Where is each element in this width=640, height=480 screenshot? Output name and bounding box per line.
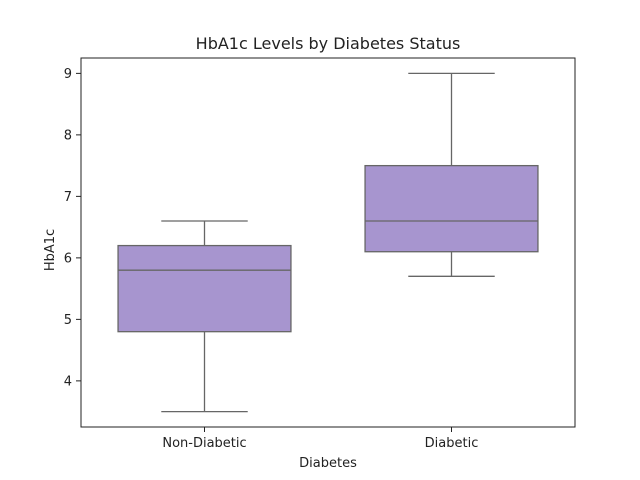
plot-frame [80, 57, 576, 428]
y-tick-label: 4 [64, 374, 72, 389]
y-axis-label: HbA1c [43, 229, 58, 271]
chart-title: HbA1c Levels by Diabetes Status [196, 34, 461, 53]
y-tick-label: 5 [64, 313, 72, 328]
y-tick-label: 9 [64, 67, 72, 82]
box-group [117, 220, 292, 413]
x-tick-label: Non-Diabetic [162, 436, 246, 451]
box-group [364, 72, 539, 277]
x-axis-label: Diabetes [299, 456, 357, 471]
y-tick-label: 7 [64, 190, 72, 205]
box-iqr [117, 244, 292, 333]
y-tick-label: 6 [64, 251, 72, 266]
box-iqr [364, 164, 539, 253]
x-tick-label: Diabetic [425, 436, 479, 451]
plot-area: 4 5 6 7 8 9 Non-Diabetic Diabetic [64, 67, 539, 451]
y-tick-label: 8 [64, 128, 72, 143]
